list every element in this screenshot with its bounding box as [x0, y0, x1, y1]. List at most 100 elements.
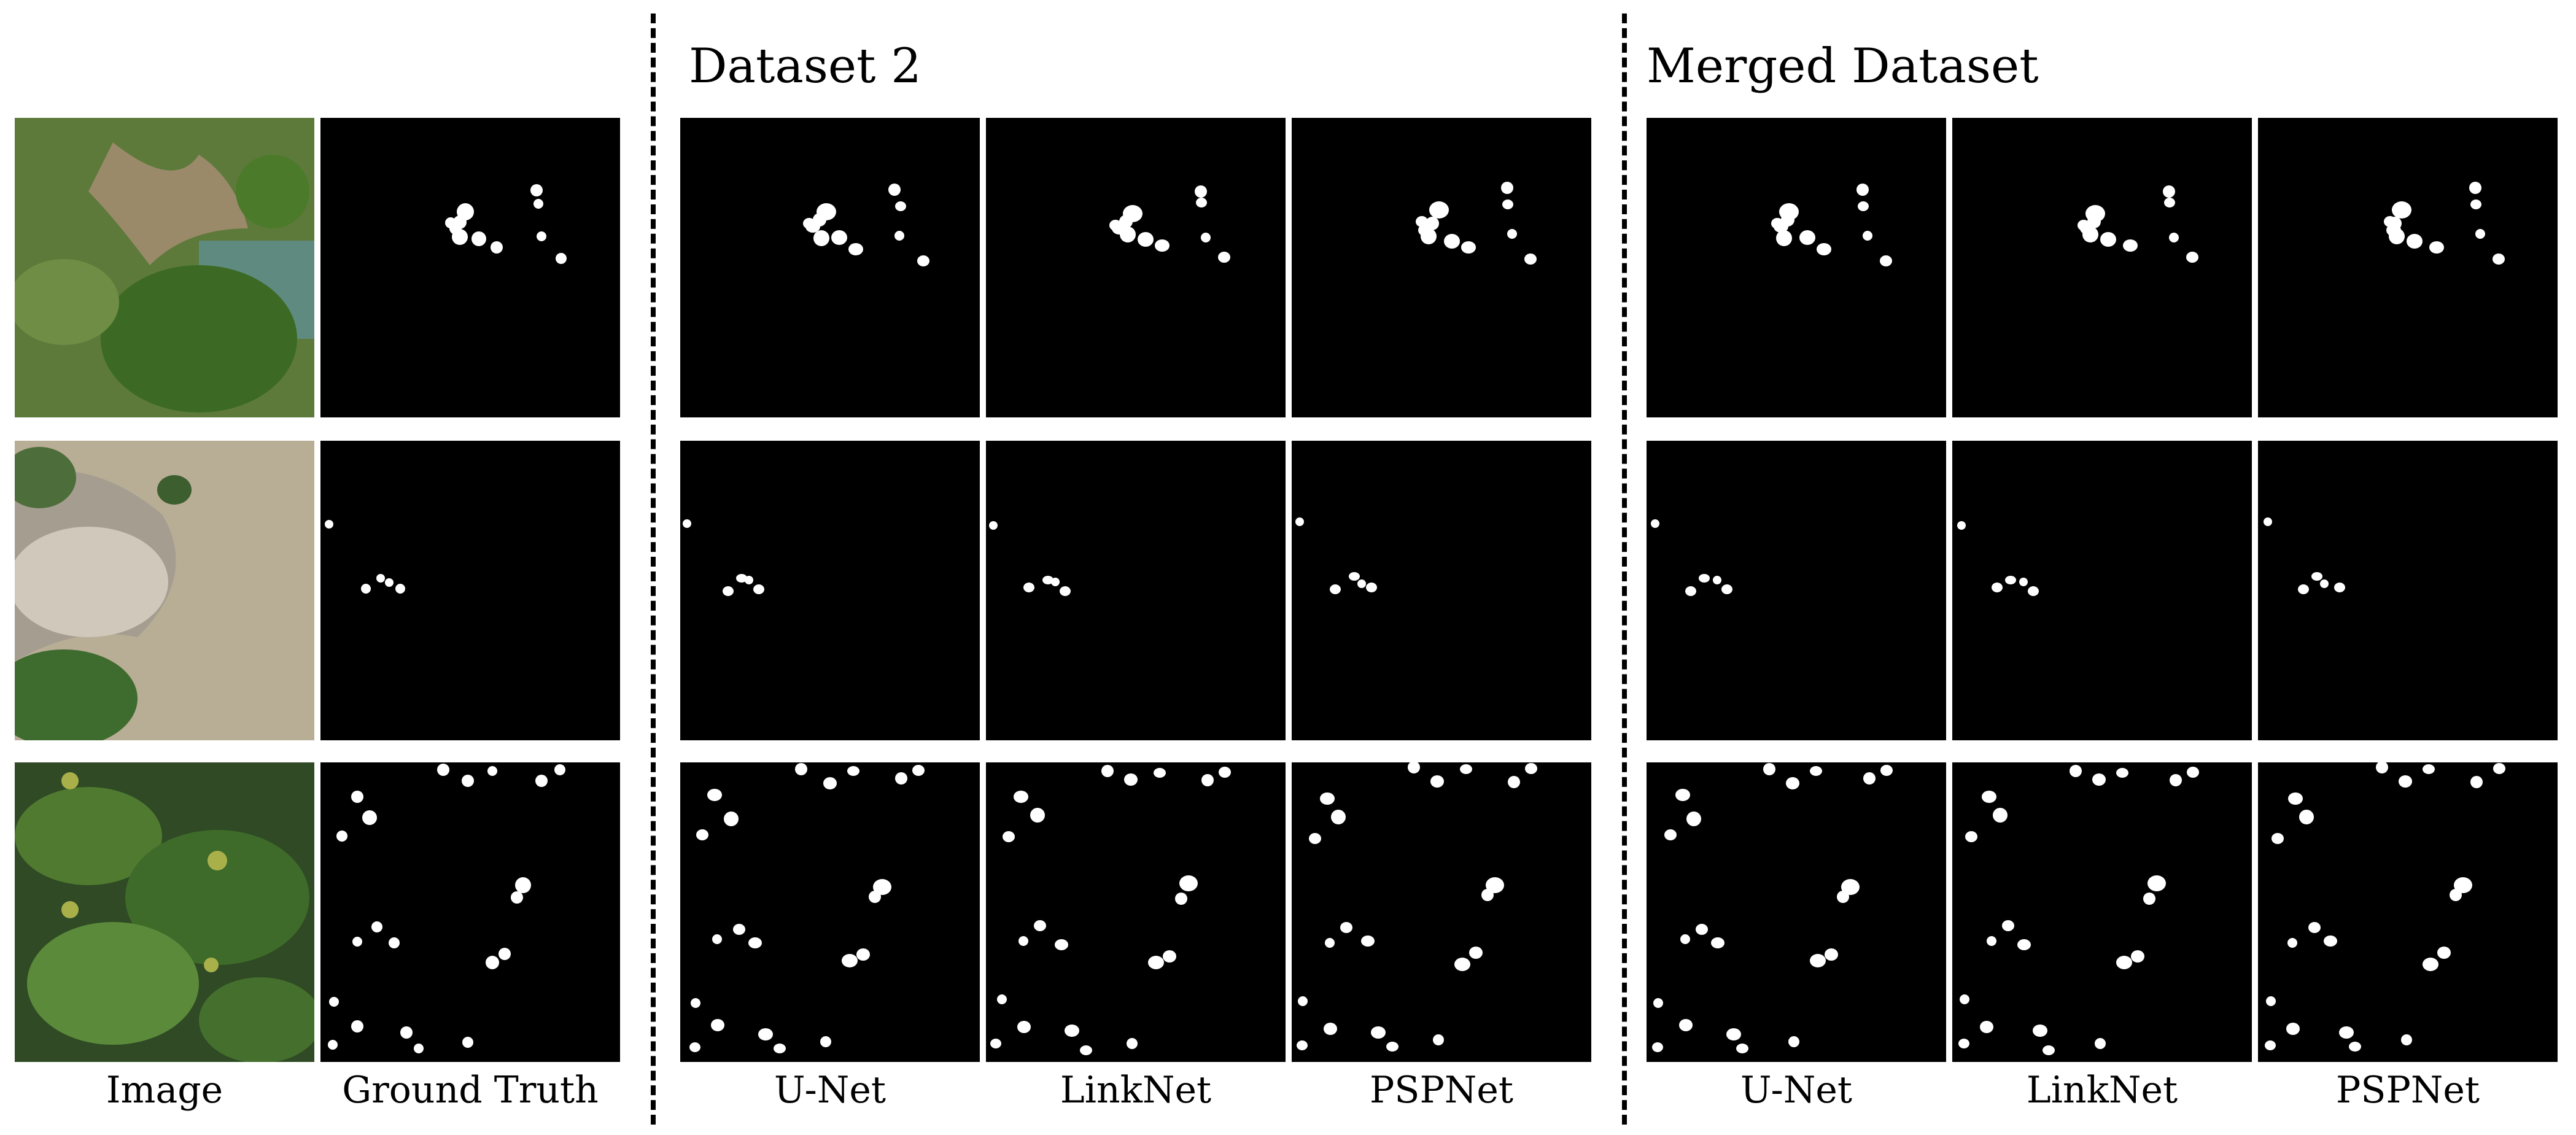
mask-blob [724, 812, 739, 826]
dataset2-unet-mask-row-3 [680, 762, 980, 1062]
mask-blob [805, 220, 820, 233]
mask-blob [1196, 198, 1207, 207]
mask-blob [895, 201, 906, 211]
merged-pspnet-mask-row-2 [2258, 441, 2558, 740]
mask-blob [1201, 233, 1211, 242]
mask-blob [1858, 201, 1869, 211]
mask-blob [2389, 228, 2405, 244]
mask-blob [2017, 939, 2031, 950]
mask-blob [1371, 1026, 1386, 1039]
mask-blob [869, 891, 881, 903]
mask-blob [1993, 808, 2008, 823]
mask-blob [1502, 199, 1513, 209]
mask-blob [1003, 831, 1015, 842]
mask-blob [1148, 956, 1164, 969]
mask-blob [2339, 1026, 2354, 1039]
mask-blob [1841, 879, 1860, 895]
mask-blob [2163, 185, 2175, 198]
mask-blob [2070, 765, 2082, 777]
mask-blob [1154, 768, 1166, 778]
mask-blob [462, 1037, 473, 1048]
dataset2-pspnet-mask-row-3 [1292, 762, 1591, 1062]
mask-blob [733, 924, 745, 935]
mask-blob [2116, 956, 2132, 969]
mask-blob [499, 948, 511, 960]
mask-blob [1726, 1028, 1741, 1040]
input-image-row-1 [15, 118, 314, 417]
mask-blob [1686, 812, 1701, 826]
mask-blob [533, 199, 543, 209]
ground-truth-mask-row-3 [320, 762, 620, 1062]
mask-blob [1101, 765, 1114, 777]
mask-blob [711, 1019, 724, 1031]
mask-blob [2095, 1038, 2106, 1049]
mask-blob [1880, 765, 1893, 776]
mask-blob [1127, 1038, 1138, 1049]
mask-blob [1120, 227, 1136, 242]
mask-blob [395, 584, 405, 594]
mask-blob [2399, 775, 2412, 788]
mask-blob [1880, 255, 1892, 266]
mask-blob [1713, 576, 1721, 584]
mask-blob [1163, 950, 1176, 963]
mask-blob [371, 921, 382, 932]
mask-blob [1330, 584, 1341, 594]
mask-blob [1696, 924, 1708, 935]
mask-blob [774, 1044, 786, 1053]
mask-blob [1309, 833, 1321, 844]
mask-blob [352, 937, 362, 947]
mask-blob [2033, 1025, 2047, 1037]
mask-blob [2147, 875, 2166, 891]
mask-blob [691, 998, 700, 1008]
mask-blob [1421, 228, 1437, 244]
mask-blob [2082, 227, 2098, 242]
mask-blob [1444, 234, 1460, 249]
column-label-ground-truth: Ground Truth [342, 1069, 599, 1112]
mask-blob [1408, 762, 1420, 773]
mask-blob [848, 243, 863, 255]
column-label-dataset2-pspnet: PSPNet [1370, 1069, 1513, 1112]
mask-blob [1014, 791, 1028, 803]
mask-blob [736, 574, 747, 583]
mask-blob [351, 791, 363, 803]
mask-blob [1675, 789, 1690, 801]
mask-blob [847, 766, 859, 776]
merged-pspnet-mask-row-1 [2258, 118, 2558, 417]
mask-blob [537, 231, 546, 241]
mask-blob [1837, 891, 1849, 903]
column-label-merged-linknet: LinkNet [2026, 1069, 2178, 1112]
mask-blob [2407, 234, 2423, 249]
mask-blob [1817, 243, 1831, 255]
mask-blob [1980, 1021, 1993, 1033]
mask-blob [1366, 583, 1377, 592]
mask-blob [1429, 201, 1449, 219]
column-label-dataset2-unet: U-Net [774, 1069, 886, 1112]
mask-blob [2493, 254, 2505, 265]
mask-blob [1507, 229, 1517, 239]
mask-blob [515, 877, 531, 893]
mask-blob [2131, 950, 2144, 963]
mask-blob [2116, 768, 2128, 778]
mask-blob [329, 997, 339, 1007]
mask-blob [1469, 947, 1483, 959]
mask-blob [535, 775, 548, 787]
mask-blob [1297, 1040, 1308, 1050]
mask-blob [328, 1040, 338, 1050]
mask-blob [1825, 948, 1838, 961]
mask-blob [1175, 893, 1187, 905]
merged-linknet-mask-row-3 [1952, 762, 2252, 1062]
mask-blob [1023, 583, 1034, 592]
mask-blob [1155, 239, 1170, 252]
mask-blob [712, 934, 722, 944]
mask-blob [2324, 936, 2337, 947]
mask-blob [2470, 199, 2481, 209]
column-label-merged-pspnet: PSPNet [2336, 1069, 2480, 1112]
mask-blob [831, 230, 847, 245]
mask-blob [990, 1039, 1001, 1048]
mask-blob [1486, 877, 1504, 893]
mask-blob [452, 229, 468, 245]
mask-blob [1856, 184, 1869, 196]
mask-blob [1958, 1039, 1969, 1048]
ground-truth-mask-row-1 [320, 118, 620, 417]
mask-blob [2028, 586, 2039, 596]
